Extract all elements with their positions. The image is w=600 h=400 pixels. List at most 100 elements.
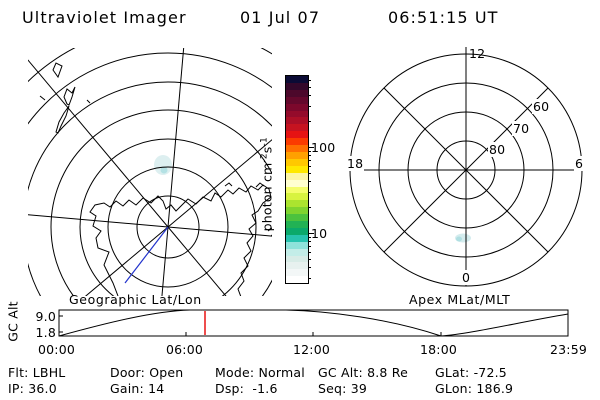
app-title: Ultraviolet Imager: [22, 8, 187, 27]
strip-ymax-label: 9.0: [35, 309, 56, 324]
date-label: 01 Jul 07: [240, 8, 321, 27]
geo-latitude-circle: [79, 138, 257, 296]
colorbar-band: [286, 172, 308, 180]
colorbar-band: [286, 151, 308, 159]
colorbar-tick: [308, 121, 311, 122]
status-glon: GLon: 186.9: [435, 381, 514, 396]
aurora-patch-geo-core: [160, 166, 168, 174]
mlt-label-0: 0: [461, 270, 472, 285]
xtick-1200: 12:00: [293, 342, 331, 357]
colorbar-band: [286, 76, 308, 83]
colorbar-band: [286, 96, 308, 104]
apex-mlt-spoke: [383, 169, 467, 253]
status-seq: Seq: 39: [318, 381, 368, 396]
colorbar-tick: [308, 181, 311, 182]
geo-latitude-circle: [0, 0, 427, 400]
status-door: Door: Open: [110, 365, 184, 380]
gc-alt-strip-chart: [58, 309, 569, 337]
status-gcalt: GC Alt: 8.8 Re: [318, 365, 408, 380]
colorbar-tick: [308, 87, 311, 88]
colorbar-tick: [308, 267, 311, 268]
colorbar-tick: [308, 95, 311, 96]
status-gain: Gain: 14: [110, 381, 165, 396]
colorbar-tick: [308, 147, 314, 148]
colorbar-tick: [308, 233, 314, 234]
colorbar-band: [286, 145, 308, 152]
colorbar-band: [286, 269, 308, 277]
colorbar-tick: [308, 155, 311, 156]
status-ip: IP: 36.0: [8, 381, 57, 396]
coast-islets: [224, 182, 272, 237]
new-zealand-north-island: [63, 86, 76, 106]
colorbar-tick: [308, 252, 311, 253]
colorbar-tick: [308, 207, 311, 208]
geo-latitude-circle: [28, 81, 272, 296]
xtick-0000: 00:00: [38, 342, 76, 357]
colorbar-band: [286, 89, 308, 97]
geographic-map: [0, 0, 427, 400]
colorbar-band: [286, 103, 308, 111]
colorbar-band: [286, 200, 308, 208]
geo-latitude-circle: [107, 166, 229, 288]
colorbar-band: [286, 227, 308, 235]
geo-meridian-line: [167, 139, 272, 228]
colorbar-band: [286, 179, 308, 187]
mlat-ring-label-60: 60: [532, 99, 551, 114]
colorbar-band: [286, 221, 308, 228]
colorbar-tick: [308, 151, 311, 152]
strip-ylabel: GC Alt: [5, 301, 21, 342]
colorbar-band: [286, 82, 308, 90]
colorbar-band: [286, 193, 308, 201]
status-mode: Mode: Normal: [215, 365, 305, 380]
mlt-label-18: 18: [346, 156, 365, 171]
status-dsp: Dsp: -1.6: [215, 381, 278, 396]
colorbar-band: [286, 214, 308, 222]
colorbar-band: [286, 124, 308, 132]
mlt-label-12: 12: [469, 46, 486, 61]
apex-mlt-spoke: [465, 169, 549, 253]
geo-meridian-line: [161, 226, 169, 296]
geo-latitude-circle: [136, 195, 200, 259]
colorbar-tick: [308, 80, 311, 81]
geo-meridian-line: [84, 226, 169, 296]
time-label: 06:51:15 UT: [388, 8, 499, 27]
colorbar-tick: [308, 259, 311, 260]
geo-meridian-line: [28, 59, 169, 228]
gc-alt-curve: [58, 309, 569, 337]
colorbar-units-label: photon cm-2s-1: [259, 137, 275, 232]
status-flt: Flt: LBHL: [8, 365, 66, 380]
geo-latitude-circle: [28, 52, 272, 125]
colorbar-tick: [308, 246, 311, 247]
apex-graticule: [349, 47, 583, 287]
mlt-label-6: 6: [574, 156, 585, 171]
status-glat: GLat: -72.5: [435, 365, 507, 380]
xtick-1800: 18:00: [420, 342, 458, 357]
mlat-ring-label-80: 80: [488, 142, 507, 157]
apex-polar-plot: [349, 47, 583, 287]
colorbar-band: [286, 255, 308, 263]
colorbar-band: [286, 234, 308, 242]
colorbar-tick: [308, 106, 311, 107]
colorbar-tick: [308, 237, 311, 238]
antarctica-coastline: [89, 184, 272, 296]
colorbar-tick-label-10: 10: [311, 226, 328, 241]
colorbar-band: [286, 165, 308, 173]
apex-mlt-spoke: [383, 87, 467, 171]
colorbar-band: [286, 186, 308, 194]
apex-plot-caption: Apex MLat/MLT: [409, 292, 511, 307]
geo-meridian-line: [167, 226, 227, 296]
geo-graticule: [0, 0, 427, 400]
strip-ymin-label: 1.8: [35, 325, 56, 340]
new-zealand-south-island: [55, 105, 70, 134]
colorbar-band: [286, 276, 308, 284]
colorbar-band: [286, 262, 308, 270]
colorbar-band: [286, 207, 308, 215]
geo-meridian-line: [167, 48, 185, 228]
colorbar-tick: [308, 241, 311, 242]
aurora-patch-apex-core: [456, 236, 462, 242]
xtick-2359: 23:59: [550, 342, 588, 357]
mlat-ring-label-70: 70: [512, 121, 531, 136]
geo-latitude-circle: [50, 109, 272, 296]
geo-meridian-line: [28, 214, 169, 228]
